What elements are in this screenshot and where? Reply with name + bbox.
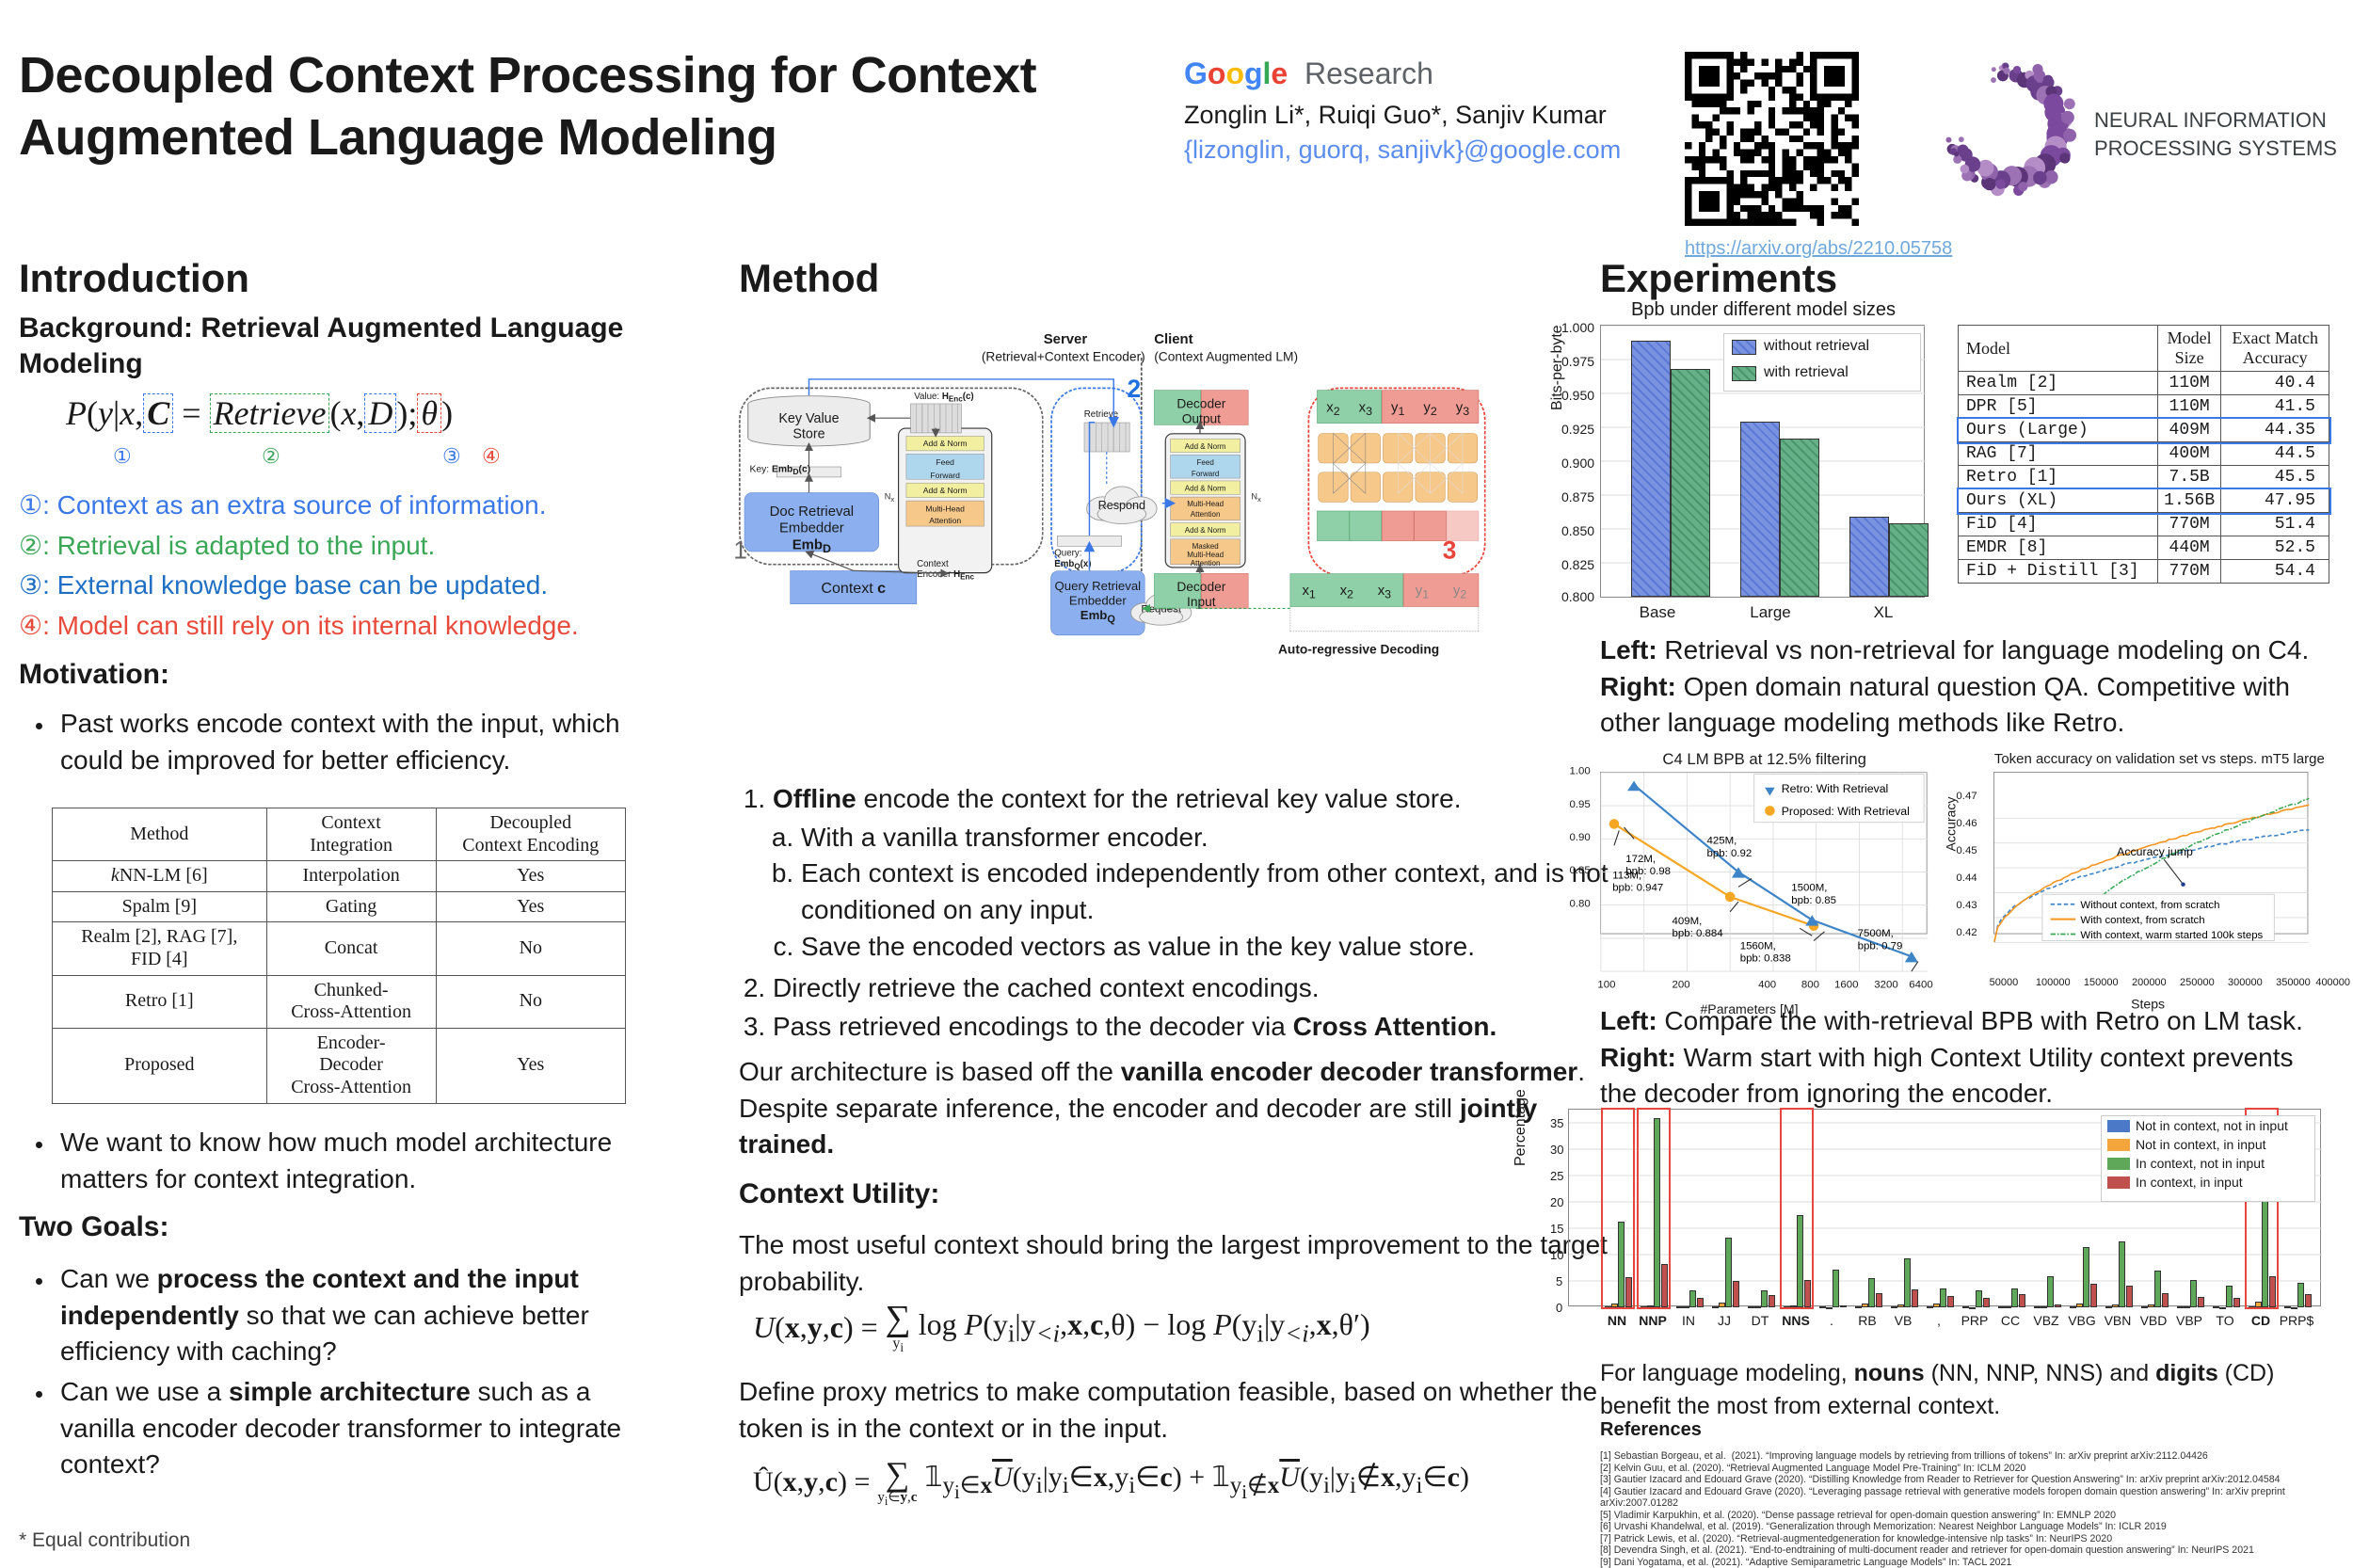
svg-text:bpb: 0.85: bpb: 0.85 [1791,895,1836,906]
svg-text:409M,: 409M, [1673,916,1703,927]
svg-text:1560M,: 1560M, [1740,940,1776,952]
svg-text:With context, from scratch: With context, from scratch [2080,915,2204,926]
svg-text:bpb: 0.947: bpb: 0.947 [1612,883,1663,894]
svg-text:172M,: 172M, [1625,854,1656,865]
svg-text:bpb: 0.884: bpb: 0.884 [1673,928,1724,939]
svg-text:Without context, from scratch: Without context, from scratch [2080,900,2219,911]
svg-text:With context, warm started 100: With context, warm started 100k steps [2080,930,2263,941]
svg-text:113M,: 113M, [1612,871,1641,882]
svg-text:Retro: With Retrieval: Retro: With Retrieval [1782,782,1889,795]
svg-text:425M,: 425M, [1707,836,1737,847]
svg-text:7500M,: 7500M, [1858,928,1894,939]
svg-text:bpb: 0.92: bpb: 0.92 [1707,848,1753,859]
svg-text:bpb: 0.838: bpb: 0.838 [1740,953,1791,965]
svg-text:Proposed: With Retrieval: Proposed: With Retrieval [1782,805,1910,818]
svg-text:bpb: 0.79: bpb: 0.79 [1858,940,1903,952]
svg-text:1500M,: 1500M, [1791,883,1827,894]
svg-text:Accuracy jump: Accuracy jump [2117,845,2193,858]
